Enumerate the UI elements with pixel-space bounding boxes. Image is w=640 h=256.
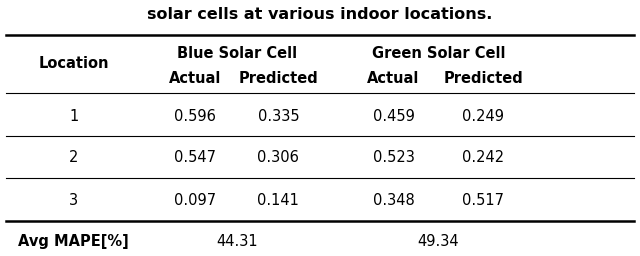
Text: 44.31: 44.31: [216, 234, 258, 249]
Text: 1: 1: [69, 109, 78, 124]
Text: 0.141: 0.141: [257, 194, 300, 208]
Text: Avg MAPE[%]: Avg MAPE[%]: [18, 234, 129, 249]
Text: 0.547: 0.547: [174, 150, 216, 165]
Text: 49.34: 49.34: [417, 234, 460, 249]
Text: 0.249: 0.249: [462, 109, 504, 124]
Text: Location: Location: [38, 57, 109, 71]
Text: 2: 2: [69, 150, 78, 165]
Text: Actual: Actual: [367, 71, 420, 86]
Text: 0.242: 0.242: [462, 150, 504, 165]
Text: 3: 3: [69, 194, 78, 208]
Text: Blue Solar Cell: Blue Solar Cell: [177, 46, 297, 61]
Text: Green Solar Cell: Green Solar Cell: [372, 46, 505, 61]
Text: Predicted: Predicted: [239, 71, 318, 86]
Text: 0.348: 0.348: [372, 194, 415, 208]
Text: Actual: Actual: [169, 71, 221, 86]
Text: solar cells at various indoor locations.: solar cells at various indoor locations.: [147, 7, 493, 22]
Text: 0.523: 0.523: [372, 150, 415, 165]
Text: 0.459: 0.459: [372, 109, 415, 124]
Text: Predicted: Predicted: [444, 71, 523, 86]
Text: 0.596: 0.596: [174, 109, 216, 124]
Text: 0.306: 0.306: [257, 150, 300, 165]
Text: 0.335: 0.335: [257, 109, 300, 124]
Text: 0.097: 0.097: [174, 194, 216, 208]
Text: 0.517: 0.517: [462, 194, 504, 208]
